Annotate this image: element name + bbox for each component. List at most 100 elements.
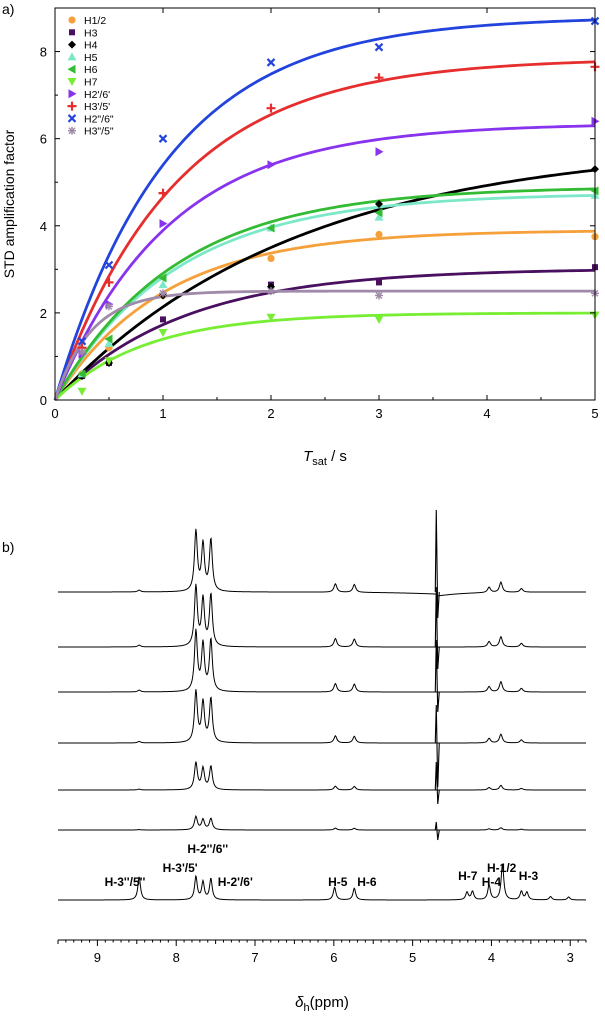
data-point-h3-5: [158, 188, 168, 198]
data-point-h7: [374, 315, 384, 324]
ppm-tick-label: 7: [251, 950, 258, 965]
data-point-h6: [104, 334, 113, 344]
data-point-h2-6: [104, 260, 114, 270]
peak-label-h-1-2: H-1/2: [487, 861, 517, 875]
fit-curve-h3-5: [53, 60, 596, 401]
legend-label-h6: H6: [84, 64, 98, 76]
peak-label-h-3: H-3: [519, 869, 539, 883]
legend-label-h7: H7: [84, 77, 98, 89]
y-tick-label: 4: [40, 219, 47, 234]
data-point-h7: [158, 328, 168, 337]
legend-marker-h7: [67, 78, 77, 86]
fit-curve-h4: [53, 168, 596, 401]
ppm-tick-label: 5: [409, 950, 416, 965]
legend-label-h3-5: H3"/5": [84, 126, 114, 138]
water-artifact: [434, 586, 440, 670]
data-point-h3-5: [105, 302, 113, 311]
data-point-h3-5: [374, 73, 384, 83]
data-point-h3: [160, 316, 166, 323]
data-point-h6: [158, 273, 167, 283]
ppm-tick-label: 9: [94, 950, 101, 965]
data-point-h2-6: [77, 336, 87, 346]
data-point-h2-6: [375, 147, 384, 157]
peak-label-h-2-6: H-2'/6': [218, 875, 253, 889]
peak-label-h-3-5: H-3'/5': [163, 861, 198, 875]
legend-marker-h3-5: [67, 101, 77, 111]
data-point-h6: [374, 208, 383, 218]
nmr-spectra-chart: H-3''/5'' H-3'/5' H-2''/6'' H-2'/6' H-5 H-6 H-…: [57, 509, 587, 1014]
x-axis-label: Tsat / s: [303, 448, 347, 468]
data-point-h7: [104, 357, 114, 366]
y-tick-label: 0: [40, 393, 47, 408]
data-point-h1-2: [375, 230, 383, 239]
legend-marker-h6: [67, 64, 76, 74]
legend-label-h2-6: H2'/6': [84, 89, 110, 101]
water-artifact: [434, 821, 440, 841]
legend-label-h3-5: H3'/5': [84, 101, 110, 113]
legend-label-h4: H4: [84, 40, 98, 52]
y-tick-label: 8: [40, 45, 47, 60]
legend-marker-h3-5: [68, 126, 76, 135]
peak-label-h-5: H-5: [328, 875, 348, 889]
legend-label-h5: H5: [84, 52, 98, 64]
std-spectrum-trace: [58, 761, 586, 791]
ppm-tick-label: 4: [488, 950, 495, 965]
legend-marker-h5: [67, 52, 77, 61]
data-point-h3-5: [159, 289, 167, 298]
ppm-axis-label-sub: h: [304, 1002, 310, 1014]
peak-label-h-3-5: H-3''/5'': [105, 875, 146, 889]
data-point-h4: [375, 200, 383, 208]
fit-curve-h2-6: [53, 124, 596, 401]
peak-label-h-7: H-7: [458, 869, 478, 883]
legend-marker-h4: [68, 40, 76, 49]
data-point-h5: [374, 212, 384, 221]
std-spectrum-trace: [58, 628, 586, 693]
fit-curve-h6: [53, 187, 596, 401]
legend-marker-h1-2: [68, 16, 76, 24]
fit-curve-h3: [54, 268, 596, 401]
data-point-h1-2: [267, 254, 275, 263]
reference-spectrum-trace: [58, 863, 586, 901]
x-tick-label: 1: [159, 406, 166, 421]
data-point-h2-6: [374, 42, 384, 52]
data-point-h3: [376, 279, 382, 286]
legend-marker-h2-6: [68, 89, 77, 99]
data-point-h2-6: [266, 58, 276, 67]
fit-curve-h5: [53, 194, 596, 401]
x-tick-label: 0: [51, 406, 58, 421]
ppm-axis-label-main: δ: [295, 994, 304, 1011]
ppm-tick-label: 3: [567, 950, 574, 965]
data-point-h2-6: [159, 219, 168, 229]
fit-curve-h3-5: [53, 289, 595, 401]
std-buildup-chart: 0 1 2 3 4 5 0 2 4 6 8 STD amplification factor Tsat …: [1, 7, 600, 468]
x-tick-label: 3: [375, 406, 382, 421]
water-artifact: [434, 639, 440, 713]
x-axis-label-unit: / s: [327, 448, 347, 465]
water-artifact: [434, 704, 440, 788]
data-point-h2-6: [158, 134, 168, 143]
data-point-h3-5: [266, 103, 276, 113]
y-tick-label: 2: [40, 306, 47, 321]
x-tick-label: 2: [267, 406, 274, 421]
y-tick-label: 6: [40, 132, 47, 147]
data-point-h5: [158, 280, 168, 289]
ppm-tick-label: 6: [330, 950, 337, 965]
x-tick-label: 4: [483, 406, 490, 421]
legend-label-h3: H3: [84, 27, 98, 39]
ppm-axis-label: δh(ppm): [295, 994, 349, 1014]
data-point-h6: [266, 223, 275, 233]
peak-label-h-6: H-6: [357, 875, 377, 889]
data-point-h3-5: [104, 277, 114, 287]
ppm-tick-label: 8: [173, 950, 180, 965]
std-spectrum-trace: [58, 689, 586, 744]
data-point-h3-5: [267, 287, 275, 296]
fit-curve-h1-2: [53, 229, 596, 401]
fit-curve-h2-6: [53, 18, 596, 401]
peak-label-h-2-6: H-2''/6'': [187, 842, 228, 856]
panel-a-label: a): [2, 1, 14, 17]
data-point-h5: [104, 338, 114, 347]
x-axis-label-main: T: [303, 448, 314, 465]
data-point-h3-5: [375, 291, 383, 300]
